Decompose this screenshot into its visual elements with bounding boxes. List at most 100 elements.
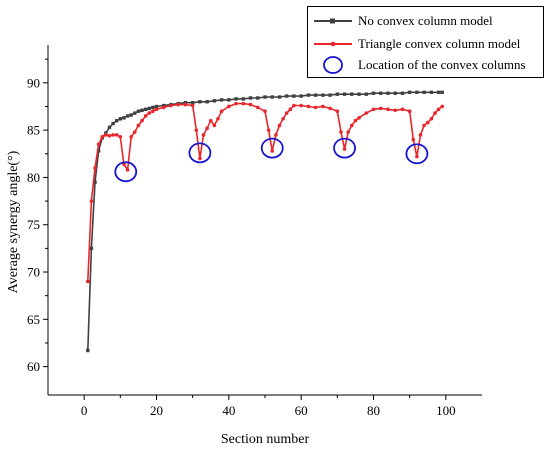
- data-point: [440, 104, 445, 109]
- data-point: [422, 90, 426, 94]
- data-point: [93, 180, 97, 184]
- data-point: [270, 149, 275, 153]
- data-point: [183, 101, 188, 105]
- data-point: [227, 104, 231, 109]
- data-point: [208, 118, 213, 123]
- data-point: [436, 107, 441, 112]
- data-point: [198, 156, 202, 161]
- series-triangle-convex: [85, 101, 445, 284]
- data-point: [284, 111, 289, 115]
- legend-swatch-convex-location: [323, 56, 343, 74]
- data-point: [281, 116, 285, 121]
- x-tick-label: 60: [295, 403, 308, 418]
- data-point: [86, 348, 90, 353]
- x-tick-label: 100: [436, 403, 456, 418]
- data-point: [393, 108, 398, 113]
- data-point: [306, 93, 311, 97]
- data-point: [190, 101, 195, 105]
- data-point: [147, 111, 152, 115]
- data-point: [107, 134, 112, 138]
- data-point: [425, 120, 430, 125]
- data-point: [151, 105, 155, 110]
- data-point: [364, 92, 368, 96]
- data-point: [169, 103, 173, 108]
- data-point: [335, 92, 340, 96]
- y-tick-label: 80: [27, 170, 40, 185]
- y-axis-label: Average synergy angle(°): [6, 150, 21, 294]
- data-point: [104, 133, 108, 137]
- data-point: [339, 130, 343, 134]
- data-point: [433, 111, 437, 115]
- data-point: [407, 109, 412, 114]
- data-point: [201, 133, 206, 137]
- data-point: [212, 123, 217, 128]
- data-point: [93, 166, 97, 170]
- data-point: [263, 109, 267, 114]
- series-layer: [85, 90, 445, 353]
- data-point: [161, 105, 166, 110]
- data-point: [133, 111, 137, 115]
- data-point: [89, 199, 94, 203]
- data-point: [429, 90, 434, 94]
- data-point: [350, 92, 354, 96]
- data-point: [270, 95, 274, 99]
- data-point: [400, 91, 405, 95]
- data-point: [357, 92, 361, 96]
- y-tick-label: 65: [27, 312, 40, 327]
- data-point: [411, 137, 416, 142]
- data-point: [364, 111, 369, 115]
- data-point: [415, 154, 419, 159]
- data-point: [350, 123, 354, 128]
- data-point: [154, 107, 159, 112]
- data-point: [227, 98, 231, 102]
- x-tick-label: 20: [150, 403, 163, 418]
- legend-label-no-convex: No convex column model: [358, 13, 493, 28]
- data-point: [248, 102, 253, 107]
- data-point: [274, 133, 278, 137]
- data-point: [328, 106, 332, 111]
- data-point: [190, 103, 195, 108]
- data-point: [321, 104, 325, 109]
- x-axis-label: Section number: [220, 432, 310, 447]
- data-point: [125, 114, 130, 118]
- data-point: [96, 142, 101, 147]
- data-point: [422, 123, 426, 128]
- data-point: [378, 106, 383, 111]
- data-point: [143, 114, 148, 118]
- data-point: [140, 108, 144, 112]
- data-point: [415, 90, 419, 94]
- legend-swatch-triangle-convex: [314, 41, 352, 47]
- convex-column-marker: [114, 161, 138, 183]
- data-point: [212, 99, 217, 103]
- data-point: [313, 93, 318, 97]
- data-point: [114, 133, 119, 137]
- data-point: [277, 123, 282, 128]
- data-point: [198, 100, 202, 104]
- data-point: [125, 168, 130, 172]
- data-point: [346, 130, 350, 134]
- data-point: [216, 116, 220, 121]
- data-point: [407, 90, 412, 94]
- data-point: [143, 107, 148, 112]
- legend-item-no-convex: No convex column model: [308, 11, 543, 31]
- data-point: [154, 104, 159, 109]
- data-point: [256, 96, 260, 100]
- data-point: [342, 147, 347, 151]
- y-tick-label: 75: [27, 217, 40, 232]
- data-point: [118, 117, 123, 121]
- y-tick-label: 70: [27, 265, 40, 280]
- data-point: [241, 97, 245, 101]
- data-point: [176, 102, 180, 107]
- legend-label-triangle-convex: Triangle convex column model: [358, 36, 521, 51]
- data-point: [357, 116, 361, 120]
- data-point: [393, 91, 397, 95]
- series-no-convex: [86, 90, 444, 353]
- data-point: [255, 105, 260, 110]
- data-point: [335, 109, 340, 114]
- data-point: [342, 92, 347, 96]
- data-point: [400, 107, 405, 112]
- convex-column-marker: [188, 142, 212, 164]
- data-point: [234, 101, 238, 106]
- data-point: [219, 109, 224, 114]
- data-point: [85, 279, 90, 284]
